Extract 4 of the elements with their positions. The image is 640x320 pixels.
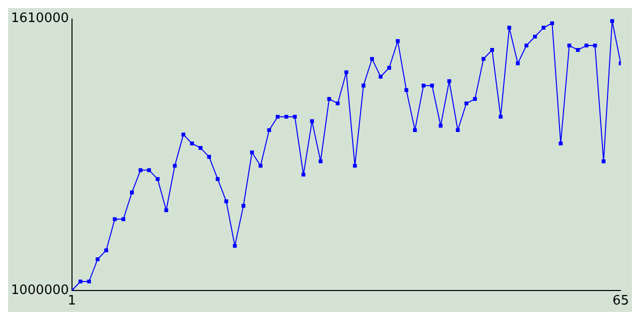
y-tick-label: 1000000 (10, 282, 69, 298)
x-tick-label: 65 (612, 294, 629, 309)
x-tick-label: 1 (68, 294, 76, 309)
y-tick-label: 1610000 (10, 11, 69, 26)
